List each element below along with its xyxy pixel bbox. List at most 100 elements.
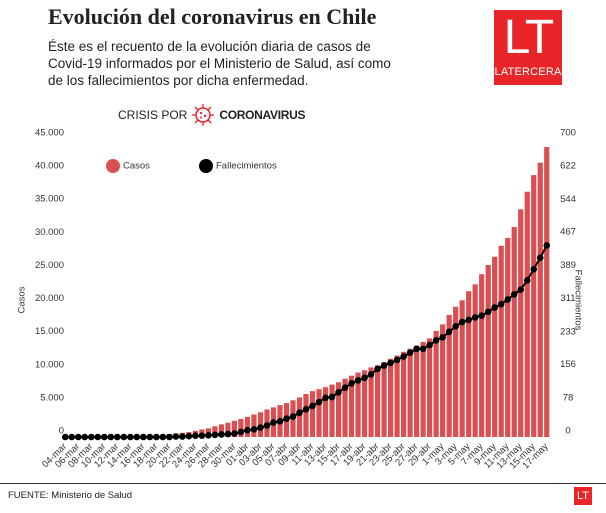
y-tick-label: 35.000 — [35, 194, 64, 205]
bar — [218, 424, 225, 437]
point — [244, 426, 251, 434]
legend-label: Casos — [123, 161, 150, 172]
section-tag: CRISIS POR CORONAVIRUS — [118, 103, 305, 127]
point — [127, 433, 134, 441]
y2-tick-label: 467 — [560, 227, 576, 238]
point — [172, 433, 180, 440]
point — [419, 345, 427, 353]
point — [263, 422, 271, 429]
point — [309, 402, 316, 410]
bar — [440, 324, 446, 437]
point — [413, 345, 420, 353]
point — [133, 433, 141, 441]
point — [367, 371, 375, 378]
point — [166, 433, 173, 441]
bar — [322, 387, 329, 437]
virus-icon — [192, 104, 215, 126]
point — [192, 432, 199, 440]
point — [445, 328, 453, 336]
point — [237, 428, 245, 436]
bar — [537, 162, 543, 437]
point — [159, 433, 167, 441]
point — [231, 430, 238, 437]
bar — [316, 389, 322, 437]
point — [536, 254, 544, 262]
point — [478, 312, 485, 319]
source: FUENTE: Ministerio de Salud — [8, 490, 133, 501]
point — [400, 353, 407, 360]
bar — [303, 393, 309, 437]
point — [458, 318, 466, 326]
y2-tick-label: 311 — [560, 293, 575, 304]
logo: LT LATERCERA — [494, 10, 562, 85]
y-axis-label: Casos — [17, 286, 28, 313]
point — [283, 415, 290, 422]
bar — [407, 348, 413, 437]
logo-name: LATERCERA — [494, 66, 562, 78]
bar — [374, 365, 381, 437]
y-tick-label: 15.000 — [35, 326, 64, 337]
bar — [544, 147, 550, 437]
y2-axis-label: Fallecimientos — [572, 270, 583, 331]
y2-tick-label: 700 — [560, 128, 576, 139]
point — [504, 296, 512, 303]
point — [387, 359, 394, 367]
legend-swatch — [199, 159, 213, 173]
point — [484, 308, 492, 316]
y2-tick-label: 78 — [563, 392, 574, 403]
y2-tick-label: 0 — [565, 426, 570, 437]
point — [380, 362, 388, 369]
point — [471, 314, 479, 321]
bar — [466, 291, 472, 437]
bar — [414, 345, 420, 437]
point — [74, 433, 82, 441]
point — [517, 286, 525, 294]
title: Evolución del coronavirus en Chile — [48, 4, 377, 29]
bar — [531, 175, 537, 437]
point — [523, 277, 531, 284]
point — [426, 341, 433, 349]
point — [322, 394, 329, 402]
section-label: CRISIS POR — [118, 108, 188, 122]
bar — [492, 256, 498, 437]
y-tick-label: 40.000 — [35, 161, 64, 172]
bar — [472, 284, 478, 437]
y2-tick-label: 622 — [560, 161, 576, 172]
point — [61, 433, 69, 441]
bar — [381, 362, 387, 437]
point — [491, 304, 498, 311]
point — [439, 334, 446, 341]
y2-tick-label: 389 — [560, 260, 576, 271]
point — [341, 384, 349, 391]
point — [374, 365, 381, 373]
bar — [361, 370, 368, 437]
section-topic: CORONAVIRUS — [219, 108, 306, 122]
bar — [505, 237, 511, 437]
point — [68, 433, 76, 441]
point — [257, 424, 264, 431]
point — [94, 433, 102, 441]
bar — [368, 367, 374, 437]
point — [224, 430, 232, 438]
legend-swatch — [106, 159, 120, 173]
point — [140, 433, 147, 441]
y-tick-label: 0 — [59, 426, 64, 437]
y-tick-label: 30.000 — [35, 227, 64, 238]
bar — [348, 375, 355, 437]
y2-tick-label: 544 — [560, 194, 576, 205]
bar — [309, 391, 316, 437]
point — [354, 377, 362, 384]
bar — [518, 209, 524, 437]
point — [296, 409, 303, 417]
bar — [335, 382, 342, 437]
bar — [355, 372, 361, 437]
chart: Casos Fallecimientos 0 5.000 10.000 15.000 2… — [17, 128, 584, 472]
point — [530, 265, 538, 273]
bar — [400, 351, 407, 437]
point — [120, 433, 128, 441]
legend-label: Fallecimientos — [216, 161, 277, 172]
bar — [433, 330, 439, 437]
y-tick-label: 10.000 — [35, 359, 64, 370]
bar — [231, 420, 238, 437]
